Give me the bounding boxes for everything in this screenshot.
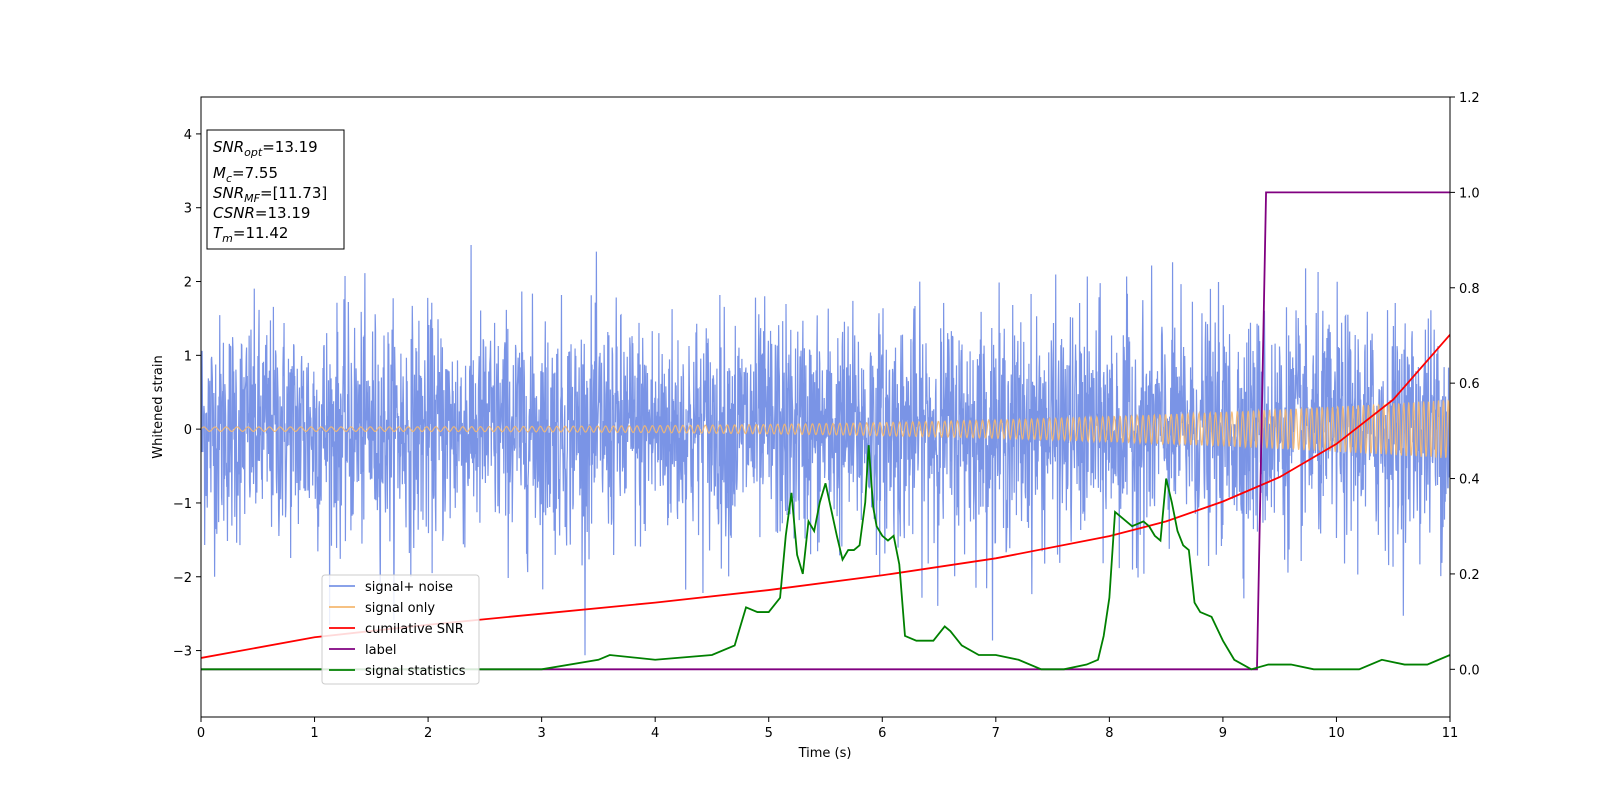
y-tick-label: −3 <box>173 645 192 660</box>
series-label <box>201 191 1450 671</box>
y-tick-label: −2 <box>173 571 192 586</box>
x-tick-label: 10 <box>1328 726 1345 741</box>
x-tick-label: 1 <box>310 726 318 741</box>
info-line-snropt: SNRopt=13.19 <box>213 138 318 159</box>
x-tick-label: 7 <box>992 726 1000 741</box>
y-tick-label: 0 <box>184 423 192 438</box>
x-tick-label: 11 <box>1442 726 1459 741</box>
stats-info-box: SNRopt=13.19 Mc=7.55SNRMF=[11.73]CSNR=13.… <box>206 129 345 250</box>
legend-frame <box>321 574 480 685</box>
x-tick-label: 4 <box>651 726 659 741</box>
y-right-tick-label: 0.8 <box>1459 282 1480 297</box>
legend-entry-cumilative-snr: cumilative SNR <box>365 622 464 637</box>
y-axis-label: Whitened strain <box>151 355 166 458</box>
y-tick-label: 2 <box>184 276 192 291</box>
y-right-tick-label: 1.2 <box>1459 91 1480 106</box>
x-axis: 0 1 2 3 4 5 6 7 8 9 10 11 <box>197 717 1458 741</box>
info-line-mc: Mc=7.55 <box>213 164 278 185</box>
series-signal-only <box>201 398 1450 459</box>
x-tick-label: 6 <box>878 726 886 741</box>
info-line-snrmf: SNRMF=[11.73] <box>213 184 327 205</box>
x-tick-label: 5 <box>765 726 773 741</box>
y-axis-right: 1.2 1.0 0.8 0.6 0.4 0.2 0.0 <box>1450 91 1480 678</box>
x-tick-label: 9 <box>1219 726 1227 741</box>
y-right-tick-label: 0.0 <box>1459 663 1480 678</box>
axes-frame <box>200 96 1451 718</box>
x-tick-label: 2 <box>424 726 432 741</box>
y-tick-label: 4 <box>184 128 192 143</box>
info-line-csnr: CSNR=13.19 <box>213 204 310 222</box>
info-line-tm: Tm=11.42 <box>213 224 288 245</box>
series-signal-noise <box>201 244 1450 656</box>
y-right-tick-label: 0.6 <box>1459 377 1480 392</box>
y-right-tick-label: 0.4 <box>1459 473 1480 488</box>
legend: signal+ noise signal only cumilative SNR la… <box>321 574 480 685</box>
y-tick-label: 3 <box>184 202 192 217</box>
x-tick-label: 3 <box>537 726 545 741</box>
legend-entry-signal-only: signal only <box>365 601 435 616</box>
info-box-frame <box>206 129 345 250</box>
y-tick-label: 1 <box>184 349 192 364</box>
legend-entry-signal-noise: signal+ noise <box>365 580 453 595</box>
y-axis-left: 4 3 2 1 0 −1 −2 −3 <box>173 128 201 660</box>
y-right-tick-label: 1.0 <box>1459 186 1480 201</box>
y-right-tick-label: 0.2 <box>1459 568 1480 583</box>
x-tick-label: 0 <box>197 726 205 741</box>
legend-entry-label: label <box>365 643 396 658</box>
legend-entry-signal-statistics: signal statistics <box>365 664 466 679</box>
y-tick-label: −1 <box>173 497 192 512</box>
x-axis-label: Time (s) <box>798 746 852 761</box>
series-signal-statistics <box>201 445 1450 671</box>
x-tick-label: 8 <box>1105 726 1113 741</box>
